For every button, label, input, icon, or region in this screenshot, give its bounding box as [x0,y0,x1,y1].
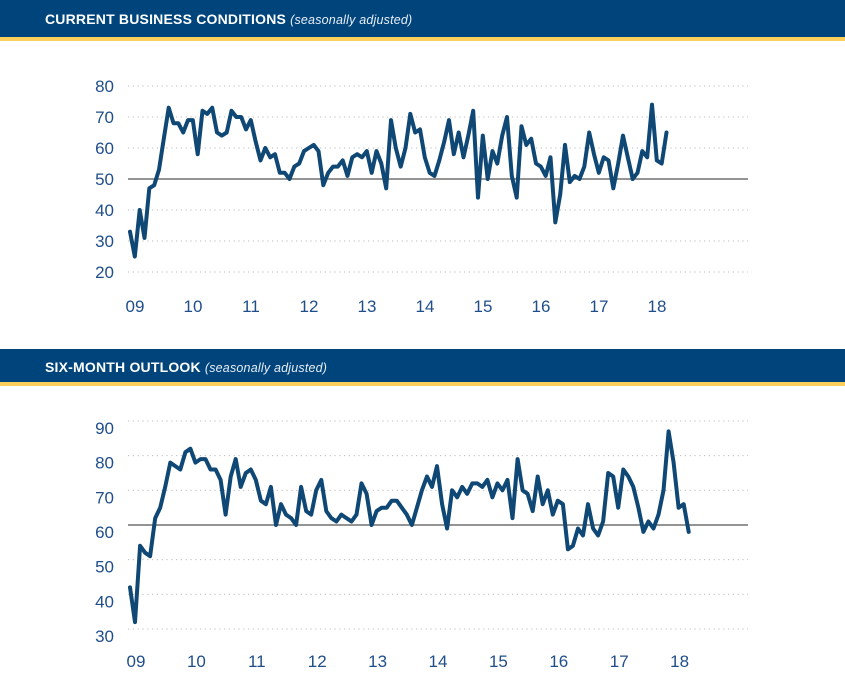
x-tick-label: 17 [610,652,629,671]
six-month-outlook-header: SIX-MONTH OUTLOOK (seasonally adjusted) [0,349,845,386]
x-tick-label: 10 [184,297,203,316]
x-tick-label: 18 [670,652,689,671]
x-tick-label: 14 [429,652,448,671]
x-tick-label: 09 [126,297,145,316]
x-tick-label: 15 [474,297,493,316]
y-tick-label: 60 [95,139,114,158]
y-tick-label: 30 [95,232,114,251]
x-tick-label: 17 [590,297,609,316]
chart-subtitle: (seasonally adjusted) [290,13,413,27]
x-tick-label: 12 [308,652,327,671]
x-tick-label: 11 [242,297,260,316]
x-tick-label: 16 [549,652,568,671]
x-tick-label: 16 [532,297,551,316]
x-tick-label: 11 [248,652,266,671]
chart-subtitle: (seasonally adjusted) [204,361,328,375]
six-month-outlook-title: SIX-MONTH OUTLOOK (seasonally adjusted) [45,359,327,375]
y-tick-label: 40 [95,201,114,220]
x-tick-label: 12 [300,297,319,316]
x-tick-label: 13 [368,652,387,671]
y-tick-label: 30 [95,627,114,646]
y-tick-label: 70 [95,108,114,127]
series-line [128,429,691,625]
chart-title: SIX-MONTH OUTLOOK [45,359,201,375]
x-tick-label: 18 [648,297,667,316]
x-tick-label: 13 [358,297,377,316]
x-tick-label: 10 [187,652,206,671]
y-tick-label: 50 [95,170,114,189]
x-tick-label: 14 [416,297,435,316]
current-conditions-chart: 80 70 60 50 40 30 20 09 10 11 12 13 14 15 16 17 18 [95,77,748,316]
y-tick-label: 90 [95,419,114,438]
y-tick-label: 80 [95,77,114,96]
y-tick-label: 80 [95,454,114,473]
current-conditions-title: CURRENT BUSINESS CONDITIONS (seasonally a… [45,11,412,27]
chart-title: CURRENT BUSINESS CONDITIONS [45,11,287,27]
x-tick-label: 09 [127,652,146,671]
y-tick-label: 70 [95,488,114,507]
current-conditions-header: CURRENT BUSINESS CONDITIONS (seasonally a… [0,0,845,41]
y-tick-label: 40 [95,592,114,611]
x-tick-label: 15 [489,652,508,671]
y-tick-label: 50 [95,558,114,577]
series-line [128,102,669,259]
y-tick-label: 20 [95,263,114,282]
y-tick-label: 60 [95,523,114,542]
